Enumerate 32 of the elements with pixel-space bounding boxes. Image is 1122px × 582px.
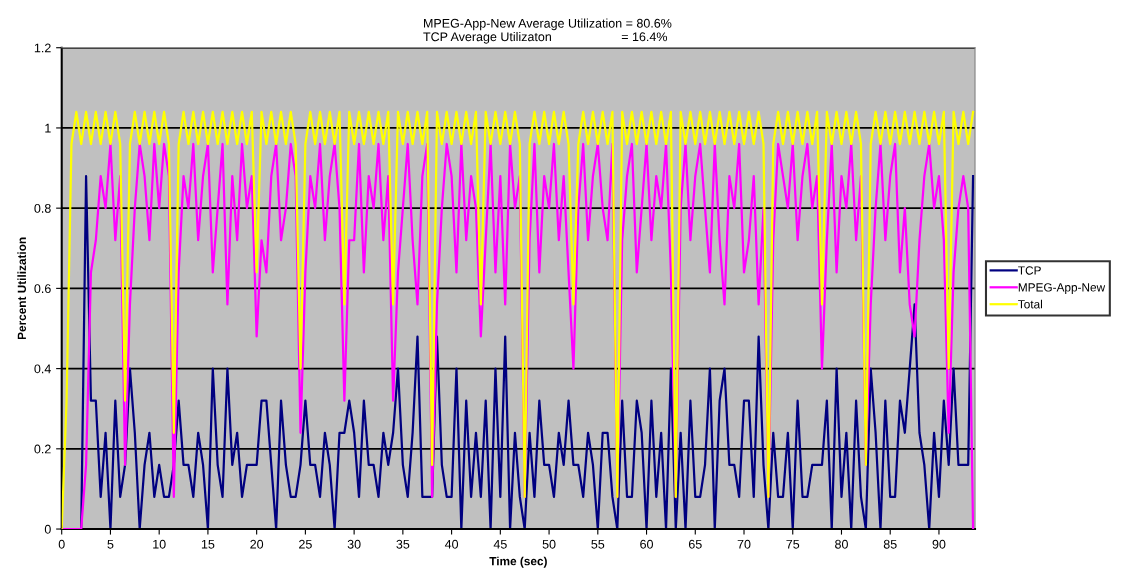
y-tick-label: 1 — [45, 123, 51, 133]
legend-label: TCP — [1018, 266, 1041, 275]
x-tick-label: 80 — [835, 539, 848, 549]
x-tick-label: 5 — [107, 539, 114, 549]
x-tick-label: 25 — [299, 539, 312, 549]
x-tick-label: 10 — [153, 539, 166, 549]
x-tick-label: 65 — [688, 539, 702, 549]
y-tick-label: 0.4 — [34, 364, 51, 374]
x-tick-label: 55 — [591, 539, 605, 549]
y-tick-label: 0.8 — [34, 203, 51, 213]
x-axis-title: Time (sec) — [489, 556, 547, 568]
x-tick-label: 75 — [786, 539, 800, 549]
x-tick-label: 50 — [542, 539, 556, 549]
x-tick-label: 70 — [737, 539, 751, 549]
x-tick-label: 85 — [883, 539, 897, 549]
chart-title: MPEG-App-New Average Utilization = 80.6% TCP Average Utilizaton = 16.4% — [423, 18, 672, 44]
y-tick-label: 0.2 — [34, 444, 51, 454]
x-tick-label: 60 — [640, 539, 653, 549]
y-axis-title: Percent Utilization — [17, 237, 27, 340]
y-tick-label: 0 — [44, 524, 51, 534]
x-tick-label: 90 — [932, 539, 946, 549]
y-tick-label: 1.2 — [34, 43, 51, 53]
x-tick-label: 35 — [396, 539, 410, 549]
x-tick-label: 30 — [347, 539, 361, 549]
legend-label: MPEG-App-New — [1018, 283, 1106, 294]
x-tick-label: 15 — [201, 539, 215, 549]
x-tick-label: 0 — [58, 539, 65, 549]
x-tick-label: 45 — [493, 539, 507, 549]
legend-label: Total — [1018, 299, 1042, 309]
y-tick-label: 0.6 — [34, 284, 51, 294]
x-tick-label: 20 — [250, 539, 264, 549]
x-tick-label: 40 — [444, 539, 459, 549]
